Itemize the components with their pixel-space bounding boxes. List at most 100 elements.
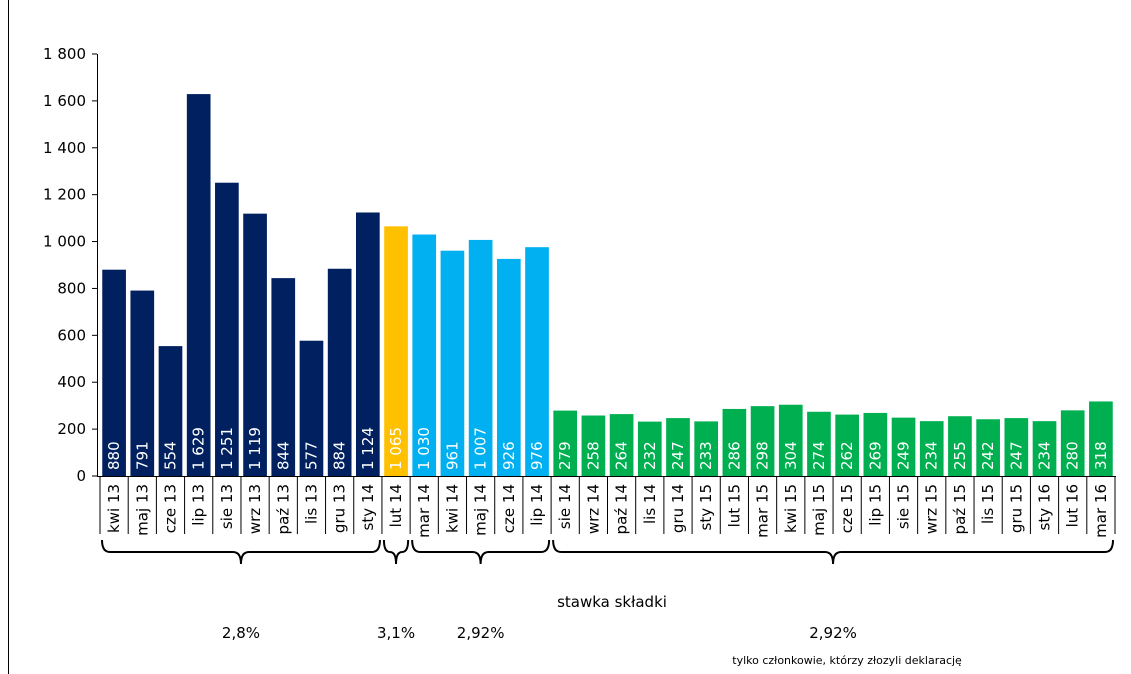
x-tick-label: lip 15: [866, 484, 884, 526]
x-tick-label: lis 14: [641, 484, 659, 524]
x-tick-label: sie 15: [895, 484, 913, 529]
bar: [863, 412, 888, 476]
value-label: 247: [669, 441, 687, 470]
x-tick-label: kwi 13: [105, 484, 123, 533]
x-axis-label: stawka składki: [557, 593, 667, 611]
bar: [299, 340, 324, 476]
value-label: 318: [1092, 441, 1110, 470]
y-tick-label: 1 200: [43, 186, 86, 204]
x-tick-label: mar 15: [754, 484, 772, 538]
value-label: 304: [782, 441, 800, 470]
y-tick-label: 800: [57, 279, 86, 297]
bar: [891, 417, 916, 476]
x-tick-label: mar 14: [415, 484, 433, 538]
bar: [609, 414, 634, 476]
value-label: 262: [838, 441, 856, 470]
bar: [158, 346, 183, 476]
bar: [694, 421, 719, 476]
value-label: 1 629: [190, 427, 208, 470]
value-label: 264: [613, 441, 631, 470]
x-tick-label: paź 13: [274, 484, 292, 534]
bar: [666, 418, 690, 476]
value-label: 232: [641, 441, 659, 470]
bar: [835, 414, 859, 476]
bar: [750, 406, 775, 476]
x-tick-label: sie 14: [556, 484, 574, 529]
x-tick-label: mar 16: [1092, 484, 1110, 538]
y-tick-label: 0: [76, 467, 86, 485]
value-label: 286: [725, 441, 743, 470]
x-tick-label: maj 15: [810, 484, 828, 536]
group-brace: [552, 539, 1114, 565]
group-note: tylko członkowie, którzy złozyli deklara…: [732, 654, 962, 667]
x-tick-label: wrz 13: [246, 484, 264, 534]
group-brace: [411, 539, 551, 565]
value-label: 961: [443, 441, 461, 470]
value-label: 791: [133, 441, 151, 470]
value-label: 274: [810, 441, 828, 470]
bar: [130, 290, 155, 476]
x-tick-label: cze 14: [500, 484, 518, 533]
value-label: 234: [923, 441, 941, 470]
bar: [102, 269, 126, 476]
group-brace: [101, 539, 381, 565]
x-tick-label: lip 14: [528, 484, 546, 526]
value-label: 1 030: [415, 427, 433, 470]
bar: [243, 213, 267, 476]
x-tick-label: lip 13: [190, 484, 208, 526]
bar: [327, 268, 352, 476]
x-tick-label: cze 13: [161, 484, 179, 533]
value-label: 249: [895, 441, 913, 470]
bar: [271, 278, 296, 476]
x-tick-label: cze 15: [838, 484, 856, 533]
value-label: 976: [528, 441, 546, 470]
x-tick-label: lis 15: [979, 484, 997, 524]
y-tick-label: 200: [57, 420, 86, 438]
y-tick-label: 1 400: [43, 139, 86, 157]
x-tick-label: wrz 14: [584, 484, 602, 534]
value-label: 255: [951, 441, 969, 470]
bar: [1004, 418, 1029, 476]
group-label: 3,1%: [377, 624, 415, 642]
bar: [525, 247, 549, 476]
x-tick-label: sie 13: [218, 484, 236, 529]
x-tick-label: lut 16: [1064, 484, 1082, 527]
value-label: 1 124: [359, 427, 377, 470]
value-label: 926: [500, 441, 518, 470]
bar: [807, 411, 831, 476]
x-tick-label: sty 16: [1036, 484, 1054, 530]
value-label: 280: [1064, 441, 1082, 470]
value-label: 233: [697, 441, 715, 470]
value-label: 1 251: [218, 427, 236, 470]
value-label: 258: [584, 441, 602, 470]
y-tick-label: 1 800: [43, 45, 86, 63]
x-tick-label: gru 13: [331, 484, 349, 533]
bar: [948, 416, 972, 476]
bar: [496, 258, 521, 476]
value-label: 1 007: [472, 427, 490, 470]
bar: [778, 404, 803, 476]
value-label: 554: [161, 441, 179, 470]
bar: [186, 94, 211, 476]
value-label: 1 119: [246, 427, 264, 470]
x-tick-label: kwi 15: [782, 484, 800, 533]
bar: [581, 415, 606, 476]
x-tick-label: maj 13: [133, 484, 151, 536]
x-tick-label: gru 14: [669, 484, 687, 533]
bar: [1032, 421, 1057, 476]
bar: [215, 182, 239, 476]
group-label: 2,92%: [809, 624, 857, 642]
x-tick-label: lut 15: [725, 484, 743, 527]
x-tick-label: sty 15: [697, 484, 715, 530]
value-label: 269: [866, 441, 884, 470]
bar: [976, 419, 1000, 476]
x-tick-label: wrz 15: [923, 484, 941, 534]
bar: [553, 410, 578, 476]
bar: [384, 226, 408, 476]
bar: [919, 421, 944, 476]
x-tick-label: lis 13: [302, 484, 320, 524]
value-label: 247: [1007, 441, 1025, 470]
x-tick-label: paź 15: [951, 484, 969, 534]
group-label: 2,92%: [457, 624, 505, 642]
